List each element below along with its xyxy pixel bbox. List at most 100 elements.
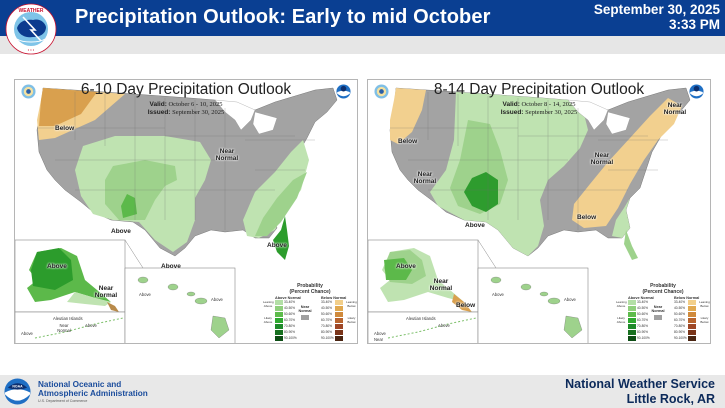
svg-text:WEATHER: WEATHER	[19, 8, 44, 14]
legend-above-swatch	[275, 330, 283, 335]
legend-above-swatch	[275, 300, 283, 305]
legend-above-bin: 80-90%	[284, 330, 295, 334]
legend-likely-below: Likely Below	[347, 316, 356, 324]
hawaii-label-e: Above	[564, 297, 576, 302]
legend-likely-above: Likely Above	[263, 316, 273, 324]
legend-below-bin: 80-90%	[321, 330, 332, 334]
region-label-midwest: Near Normal	[590, 152, 614, 166]
legend-above-swatch	[628, 336, 636, 341]
hawaii-label-w: Above	[492, 292, 504, 297]
legend-above-swatch	[628, 312, 636, 317]
legend-below-bin: 50-60%	[674, 312, 685, 316]
valid-dates: Valid: October 8 - 14, 2025	[502, 101, 576, 108]
legend-above-bin: 70-80%	[284, 324, 295, 328]
nws-office: National Weather Service Little Rock, AR	[565, 377, 715, 407]
panel-title: 6-10 Day Precipitation Outlook	[80, 81, 292, 98]
doc-seal-icon	[374, 84, 389, 99]
legend-above-swatch	[275, 336, 283, 341]
outlook-panel-6-10-day: 6-10 Day Precipitation Outlook Valid: Oc…	[14, 79, 358, 344]
region-label-alaska: Above	[396, 263, 416, 270]
legend-above-bin: 60-70%	[637, 318, 648, 322]
legend-below-swatch	[688, 312, 696, 317]
legend-above-header: Above Normal	[275, 296, 301, 300]
legend-below-swatch	[688, 324, 696, 329]
office-name: National Weather Service	[565, 377, 715, 391]
legend-above-bin: 40-50%	[284, 306, 295, 310]
office-location: Little Rock, AR	[626, 392, 715, 406]
aleutian-label-mid: Near	[374, 337, 384, 342]
region-label-southeast: Above	[267, 242, 287, 249]
legend-title: Probability	[297, 283, 323, 289]
region-label-alaska: Above	[47, 263, 67, 270]
issued-date: Issued: September 30, 2025	[147, 109, 225, 116]
legend-below-swatch	[335, 318, 343, 323]
doc-seal-icon	[21, 84, 36, 99]
legend-above-bin: 70-80%	[637, 324, 648, 328]
legend-above-bin: 40-50%	[637, 306, 648, 310]
legend-above-bin: 33-40%	[284, 300, 295, 304]
region-label-southwest: Above	[111, 228, 131, 235]
legend-above-swatch	[628, 318, 636, 323]
issue-date: September 30, 2025	[593, 2, 720, 17]
probability-legend: Probability (Percent Chance) Above Normal…	[616, 283, 710, 343]
legend-below-swatch	[335, 300, 343, 305]
legend-near-swatch	[654, 315, 662, 320]
region-label-west: Near Normal	[413, 171, 437, 185]
legend-below-bin: 90-100%	[674, 336, 687, 340]
legend-above-header: Above Normal	[628, 296, 654, 300]
legend-below-swatch	[688, 330, 696, 335]
legend-title: Probability	[650, 283, 676, 289]
legend-leaning-below: Leaning Below	[346, 300, 357, 308]
legend-below-swatch	[335, 324, 343, 329]
legend-above-bin: 80-90%	[637, 330, 648, 334]
legend-leaning-below: Leaning Below	[699, 300, 710, 308]
region-label-east: Below	[577, 214, 597, 221]
legend-below-swatch	[688, 318, 696, 323]
nws-logo-icon: WEATHER • • •	[5, 3, 57, 55]
legend-above-swatch	[275, 306, 283, 311]
legend-below-bin: 40-50%	[674, 306, 685, 310]
aleutian-title: Aleutian Islands	[53, 316, 83, 321]
legend-below-swatch	[335, 330, 343, 335]
legend-above-swatch	[628, 324, 636, 329]
legend-above-swatch	[275, 318, 283, 323]
issued-date: Issued: September 30, 2025	[500, 109, 578, 116]
noaa-logo-icon: NOAA	[4, 378, 31, 405]
legend-below-bin: 50-60%	[321, 312, 332, 316]
aleutian-label-w: Above	[374, 331, 386, 336]
svg-text:NOAA: NOAA	[12, 385, 23, 389]
legend-near-swatch	[301, 315, 309, 320]
header-subbar	[0, 36, 725, 54]
legend-above-swatch	[628, 306, 636, 311]
legend-below-bin: 60-70%	[674, 318, 685, 322]
legend-above-swatch	[275, 312, 283, 317]
aleutian-label-e: Above	[438, 323, 450, 328]
region-label-alaska-se: Below	[456, 302, 476, 309]
hawaii-label-e: Above	[211, 297, 223, 302]
legend-near-normal: Near Normal	[298, 305, 312, 314]
conus-map-6-10	[15, 87, 338, 343]
legend-above-swatch	[628, 300, 636, 305]
aleutian-label-e: Above	[85, 323, 97, 328]
legend-above-bin: 60-70%	[284, 318, 295, 322]
region-label-midwest: Near Normal	[215, 148, 239, 162]
legend-near-normal: Near Normal	[651, 305, 665, 314]
legend-above-bin: 50-60%	[284, 312, 295, 316]
region-label-nw: Below	[398, 138, 418, 145]
header-banner	[0, 0, 725, 36]
conus-map-8-14	[368, 87, 691, 343]
legend-likely-below: Likely Below	[700, 316, 709, 324]
footer-bar	[0, 375, 725, 408]
page-title: Precipitation Outlook: Early to mid Octo…	[75, 6, 491, 28]
issue-time: 3:33 PM	[668, 17, 720, 32]
noaa-logo-icon	[689, 84, 704, 99]
legend-below-swatch	[335, 312, 343, 317]
outlook-panel-8-14-day: 8-14 Day Precipitation Outlook Valid: Oc…	[367, 79, 711, 344]
legend-above-swatch	[275, 324, 283, 329]
probability-legend: Probability (Percent Chance) Above Normal…	[263, 283, 357, 343]
legend-below-swatch	[335, 336, 343, 341]
region-label-nw: Below	[55, 125, 75, 132]
legend-subtitle: (Percent Chance)	[642, 289, 684, 295]
legend-likely-above: Likely Above	[616, 316, 626, 324]
legend-below-swatch	[335, 306, 343, 311]
